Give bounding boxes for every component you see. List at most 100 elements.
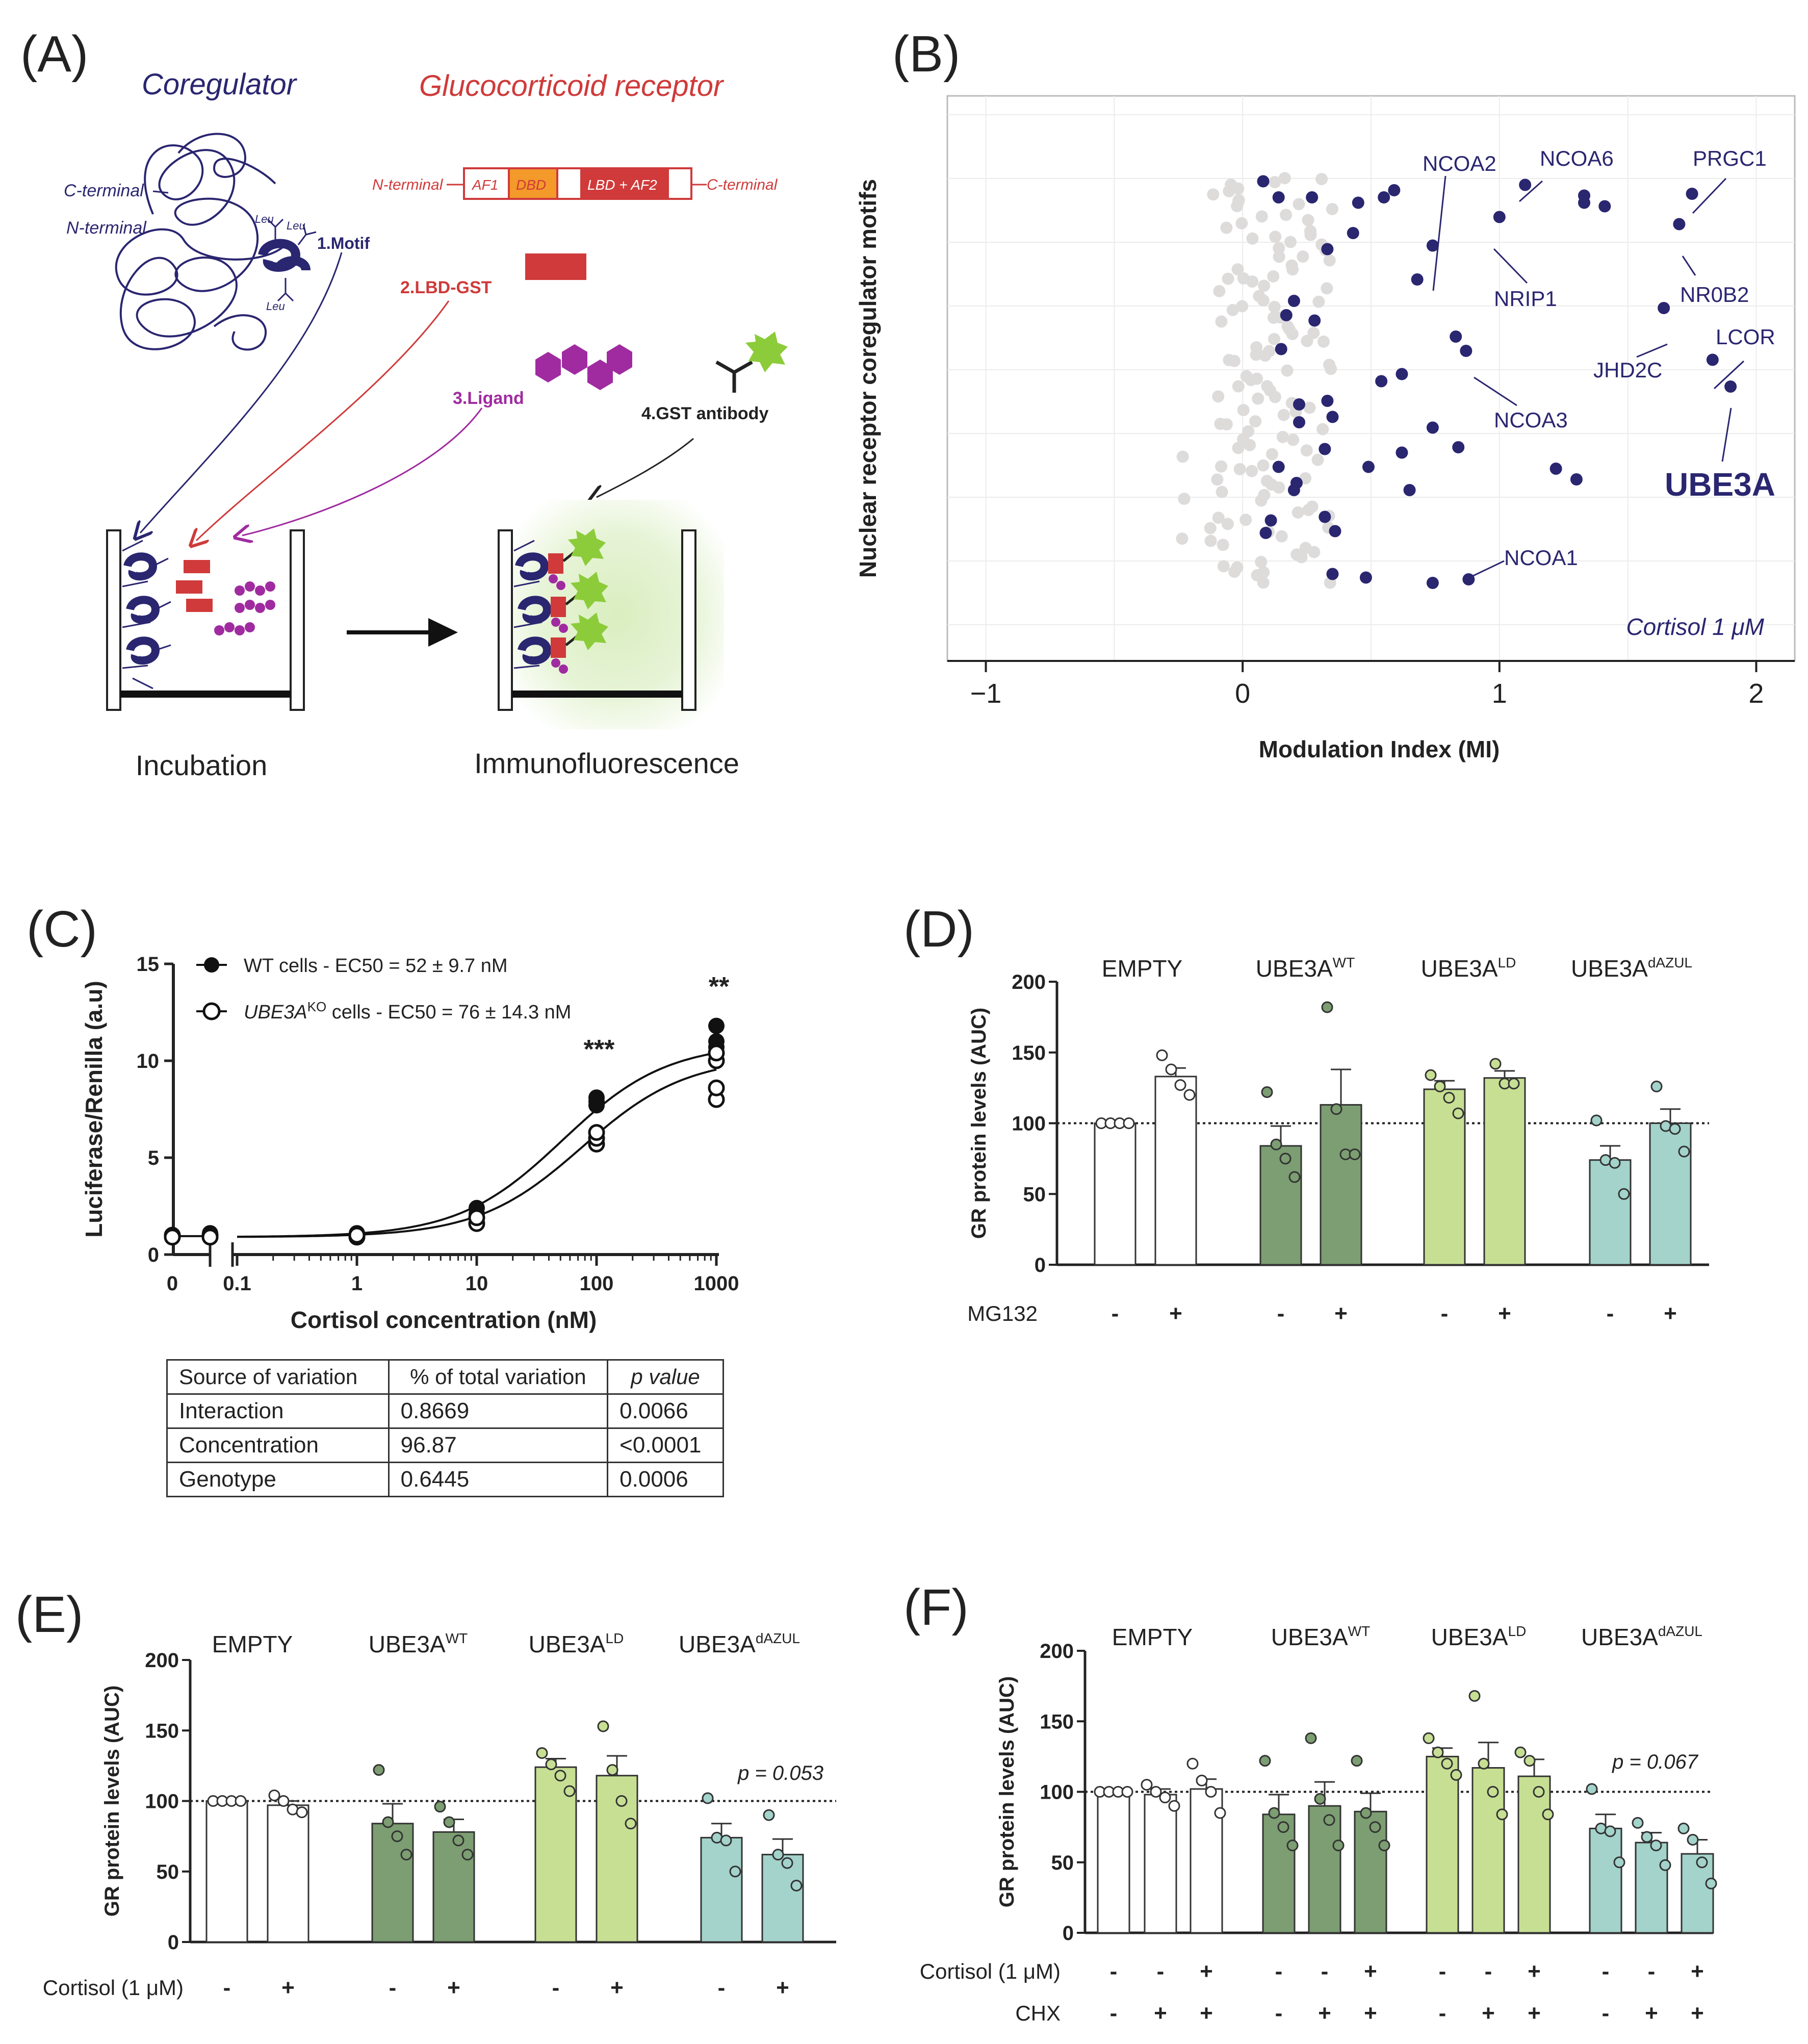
- highlighted-point: [1319, 510, 1331, 523]
- condition-sign: -: [389, 1975, 397, 2000]
- gray-point: [1286, 328, 1299, 341]
- label-ncoa3: NCOA3: [1494, 408, 1568, 432]
- data-point: [1332, 1839, 1345, 1852]
- panel-b-x-axis-label: Modulation Index (MI): [1259, 736, 1500, 762]
- data-point: [1650, 1080, 1663, 1092]
- condition-sign: -: [1607, 1301, 1614, 1326]
- bar: [1483, 1077, 1526, 1266]
- highlighted-point: [1293, 416, 1305, 428]
- highlighted-point: [1396, 446, 1408, 459]
- highlighted-point: [1426, 239, 1439, 252]
- condition-sign: -: [1112, 1301, 1119, 1326]
- data-point: [400, 1849, 412, 1861]
- data-point: [268, 1789, 280, 1801]
- panel-e: (E) 0 50 100 150 200 GR protein levels (AUC) E…: [15, 1586, 836, 2000]
- y-tick-label: 200: [145, 1649, 179, 1672]
- y-axis-label: GR protein levels (AUC): [968, 1008, 990, 1239]
- gray-point: [1217, 560, 1230, 573]
- highlighted-point: [1326, 568, 1339, 580]
- highlighted-point: [1706, 353, 1719, 366]
- gray-point: [1176, 532, 1189, 545]
- condition-sign: +: [1364, 2001, 1377, 2026]
- highlighted-point: [1578, 196, 1591, 209]
- gray-point: [1297, 250, 1309, 263]
- table-row: Interaction 0.8669 0.0066: [166, 1393, 724, 1429]
- highlighted-point: [1493, 211, 1506, 223]
- panel-b-cortisol-note: Cortisol 1 μM: [1626, 614, 1764, 640]
- x-tick-label: 10: [466, 1272, 488, 1295]
- label-prgc1: PRGC1: [1693, 146, 1767, 170]
- highlighted-point: [1426, 577, 1439, 589]
- panel-e-label: (E): [15, 1586, 83, 1643]
- gray-point: [1228, 566, 1241, 578]
- data-point: [1632, 1817, 1644, 1829]
- table-header-source: Source of variation: [166, 1359, 390, 1395]
- gray-point: [1259, 349, 1272, 362]
- data-point: [1360, 1807, 1372, 1819]
- condition-sign: -: [1439, 2001, 1447, 2026]
- label-lcor: LCOR: [1716, 325, 1775, 349]
- condition-sign: -: [1110, 1959, 1118, 1984]
- table-cell: Genotype: [166, 1462, 390, 1497]
- group-title: UBE3ALD: [1421, 955, 1516, 982]
- table-header-percent: % of total variation: [388, 1359, 609, 1395]
- table-cell: <0.0001: [607, 1427, 724, 1463]
- highlighted-point: [1259, 527, 1272, 539]
- data-point: [1141, 1779, 1153, 1791]
- condition-label: MG132: [967, 1301, 1038, 1325]
- gray-point: [1325, 363, 1337, 375]
- gray-point: [1275, 530, 1288, 543]
- y-axis-label: GR protein levels (AUC): [101, 1685, 123, 1917]
- condition-sign: -: [1648, 1959, 1656, 1984]
- gray-point: [1311, 453, 1324, 466]
- panel-c-curves: [172, 1052, 717, 1238]
- wt-point: [708, 1017, 725, 1034]
- gray-point: [1235, 217, 1248, 229]
- gray-point: [1255, 494, 1268, 507]
- highlighted-point: [1724, 380, 1737, 393]
- data-point: [1489, 1058, 1502, 1070]
- highlighted-point: [1396, 368, 1408, 380]
- legend-wt: WT cells - EC50 = 52 ± 9.7 nM: [244, 955, 508, 977]
- gray-point: [1273, 242, 1285, 254]
- bar: [1320, 1104, 1362, 1266]
- label-nr0b2: NR0B2: [1680, 283, 1749, 306]
- panel-d-label: (D): [903, 901, 974, 958]
- panel-c-x-axis-label: Cortisol concentration (nM): [291, 1307, 597, 1333]
- data-point: [1268, 1807, 1280, 1819]
- highlighted-point: [1375, 375, 1388, 388]
- data-point: [1590, 1114, 1603, 1127]
- panel-b-label: (B): [892, 25, 960, 83]
- highlighted-point: [1658, 302, 1670, 314]
- data-point: [606, 1764, 618, 1776]
- gray-point: [1245, 374, 1257, 387]
- gray-point: [1244, 439, 1256, 451]
- ligand-hexagon-icon: [535, 344, 632, 390]
- bar: [1426, 1755, 1459, 1934]
- bar: [1097, 1791, 1130, 1934]
- table-cell: Interaction: [166, 1393, 390, 1429]
- gray-point: [1249, 415, 1262, 428]
- gray-point: [1312, 295, 1325, 308]
- gray-point: [1286, 263, 1299, 276]
- data-point: [1542, 1808, 1554, 1821]
- leu-label-1: Leu: [255, 213, 274, 225]
- table-cell: 0.8669: [388, 1393, 609, 1429]
- data-point: [1641, 1831, 1653, 1843]
- highlighted-point: [1257, 175, 1270, 188]
- gray-point: [1178, 493, 1191, 505]
- gray-point: [1326, 202, 1338, 215]
- data-point: [1378, 1839, 1390, 1852]
- gray-point: [1217, 539, 1229, 551]
- data-point: [1696, 1856, 1708, 1869]
- dbd-label: DBD: [516, 177, 546, 193]
- data-point: [1452, 1107, 1464, 1119]
- group-title: UBE3ALD: [529, 1630, 624, 1657]
- gray-point: [1302, 504, 1315, 517]
- condition-sign: +: [1318, 2001, 1331, 2026]
- data-point: [563, 1785, 576, 1797]
- data-point: [1609, 1157, 1621, 1169]
- panel-c: (C) 0 5 10 15 0 0.1 1 10 100 1000 Luciferase/Reni…: [27, 901, 739, 1333]
- group-title: UBE3AWT: [1271, 1623, 1370, 1650]
